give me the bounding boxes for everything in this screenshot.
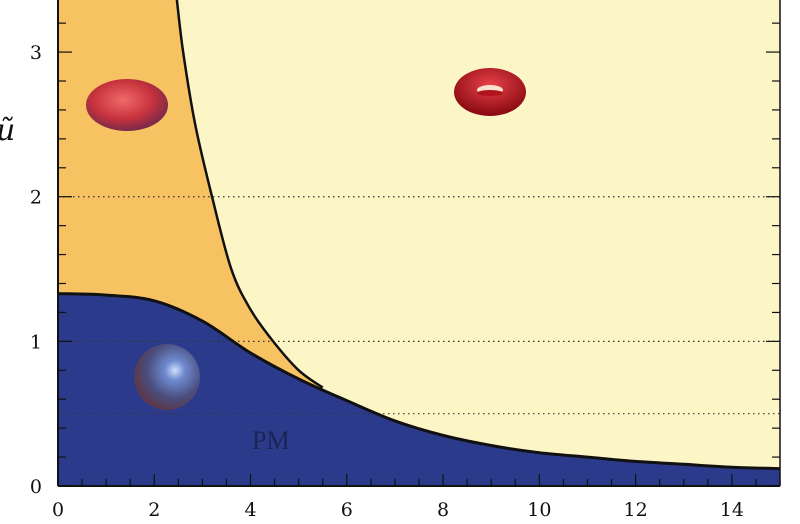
x-tick-label: 4 — [244, 499, 256, 521]
lower-boundary-line — [57, 292, 781, 471]
upper-boundary-line — [175, 0, 324, 389]
y-tick-label: 1 — [30, 331, 42, 353]
x-tick-label: 2 — [148, 499, 160, 521]
x-tick-label: 10 — [527, 499, 551, 521]
x-tick-label: 8 — [437, 499, 449, 521]
y-tick-label: 3 — [30, 42, 42, 64]
red-torus-icon — [454, 68, 526, 116]
y-axis-label: ũ — [0, 113, 15, 148]
x-tick-label: 12 — [624, 499, 648, 521]
y-tick-label: 0 — [30, 476, 42, 498]
x-tick-label: 6 — [341, 499, 353, 521]
y-tick-label: 2 — [30, 187, 42, 209]
x-tick-label: 0 — [52, 499, 64, 521]
red-ellipsoid-icon — [86, 79, 168, 131]
pm-label: PM — [252, 426, 290, 455]
pm-region — [58, 293, 780, 486]
x-tick-label: 14 — [720, 499, 744, 521]
sphere-icon — [134, 344, 200, 410]
